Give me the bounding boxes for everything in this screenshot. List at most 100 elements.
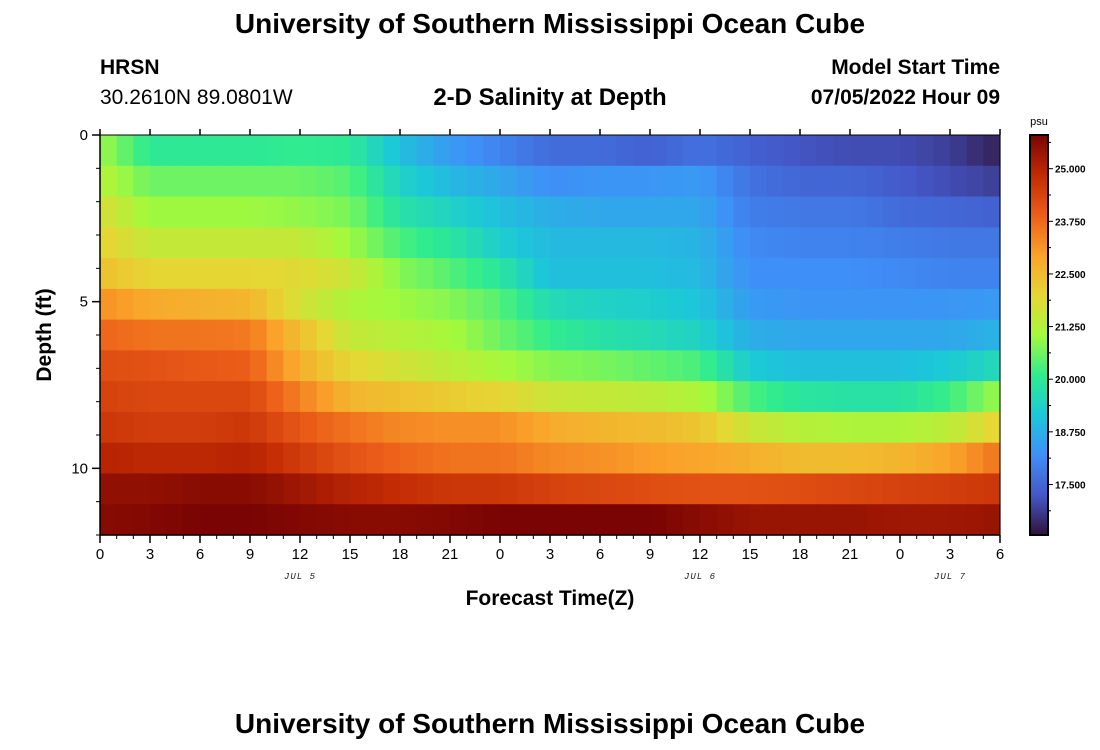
heatmap-cell bbox=[966, 165, 984, 198]
x-tick-label: 3 bbox=[546, 546, 554, 563]
heatmap-cell bbox=[583, 350, 601, 382]
heatmap-cell bbox=[900, 165, 918, 198]
heatmap-cell bbox=[533, 350, 551, 382]
heatmap-cell bbox=[516, 504, 534, 536]
heatmap-cell bbox=[316, 350, 334, 382]
heatmap-cell bbox=[466, 227, 484, 259]
heatmap-cell bbox=[633, 504, 651, 536]
heatmap-cell bbox=[166, 381, 184, 413]
heatmap-cell bbox=[900, 227, 918, 259]
heatmap-cell bbox=[950, 442, 968, 475]
heatmap-cell bbox=[616, 165, 634, 198]
heatmap-cell bbox=[600, 442, 618, 475]
heatmap-cell bbox=[150, 442, 168, 475]
heatmap-cell bbox=[916, 288, 934, 321]
heatmap-cell bbox=[433, 165, 451, 198]
heatmap-cell bbox=[900, 442, 918, 475]
heatmap-cell bbox=[700, 442, 718, 475]
heatmap-cell bbox=[866, 196, 884, 228]
heatmap-cell bbox=[983, 258, 1001, 290]
heatmap-cell bbox=[816, 442, 834, 475]
heatmap-cell bbox=[966, 196, 984, 228]
heatmap-cell bbox=[233, 258, 251, 290]
heatmap-cell bbox=[166, 473, 184, 505]
heatmap-cell bbox=[933, 288, 951, 321]
heatmap-cell bbox=[133, 227, 151, 259]
heatmap-cell bbox=[583, 227, 601, 259]
heatmap-cell bbox=[350, 350, 368, 382]
heatmap-cell bbox=[783, 411, 801, 444]
heatmap-cell bbox=[266, 381, 284, 413]
heatmap-cell bbox=[800, 442, 818, 475]
heatmap-cell bbox=[666, 473, 684, 505]
heatmap-cell bbox=[500, 319, 518, 351]
heatmap-cell bbox=[933, 504, 951, 536]
heatmap-cell bbox=[600, 381, 618, 413]
heatmap-cell bbox=[500, 411, 518, 444]
heatmap-cell bbox=[633, 350, 651, 382]
heatmap-cell bbox=[383, 135, 401, 167]
heatmap-cell bbox=[150, 319, 168, 351]
heatmap-cell bbox=[550, 165, 568, 198]
heatmap-cell bbox=[700, 258, 718, 290]
heatmap-cell bbox=[566, 504, 584, 536]
station-coordinates: 30.2610N 89.0801W bbox=[100, 86, 293, 109]
heatmap-cell bbox=[833, 411, 851, 444]
heatmap-cell bbox=[116, 381, 134, 413]
heatmap-cell bbox=[800, 165, 818, 198]
heatmap-cell bbox=[833, 165, 851, 198]
heatmap-cell bbox=[916, 350, 934, 382]
heatmap-cell bbox=[800, 504, 818, 536]
heatmap-cell bbox=[983, 288, 1001, 321]
heatmap-cell bbox=[883, 258, 901, 290]
heatmap-cell bbox=[450, 504, 468, 536]
heatmap-cell bbox=[966, 504, 984, 536]
heatmap-cell bbox=[766, 473, 784, 505]
heatmap-cell bbox=[483, 381, 501, 413]
heatmap-cell bbox=[366, 442, 384, 475]
heatmap-cell bbox=[883, 319, 901, 351]
heatmap-cell bbox=[733, 504, 751, 536]
heatmap-cell bbox=[566, 442, 584, 475]
heatmap-cell bbox=[300, 473, 318, 505]
heatmap-cell bbox=[250, 258, 268, 290]
heatmap-cell bbox=[600, 258, 618, 290]
heatmap-cell bbox=[550, 381, 568, 413]
y-axis-title: Depth (ft) bbox=[33, 288, 56, 381]
heatmap-cell bbox=[416, 381, 434, 413]
heatmap-cell bbox=[833, 319, 851, 351]
heatmap-cell bbox=[816, 411, 834, 444]
heatmap-cell bbox=[816, 319, 834, 351]
x-tick-label: 3 bbox=[946, 546, 954, 563]
heatmap-cell bbox=[783, 350, 801, 382]
heatmap-cell bbox=[583, 258, 601, 290]
heatmap-cell bbox=[683, 227, 701, 259]
heatmap-cell bbox=[133, 473, 151, 505]
heatmap-cell bbox=[300, 258, 318, 290]
heatmap-cell bbox=[933, 350, 951, 382]
heatmap-cell bbox=[633, 165, 651, 198]
heatmap-cell bbox=[583, 196, 601, 228]
heatmap-cell bbox=[200, 135, 218, 167]
heatmap-cell bbox=[883, 411, 901, 444]
x-tick-label: 6 bbox=[996, 546, 1004, 563]
heatmap-cell bbox=[250, 288, 268, 321]
heatmap-cell bbox=[766, 504, 784, 536]
heatmap-cell bbox=[366, 258, 384, 290]
heatmap-cell bbox=[633, 258, 651, 290]
heatmap-cell bbox=[750, 319, 768, 351]
heatmap-cell bbox=[450, 411, 468, 444]
heatmap-cell bbox=[266, 227, 284, 259]
heatmap-cell bbox=[133, 258, 151, 290]
heatmap-cell bbox=[816, 350, 834, 382]
heatmap-cell bbox=[550, 196, 568, 228]
x-tick-label: 0 bbox=[496, 546, 504, 563]
heatmap-cell bbox=[600, 196, 618, 228]
heatmap-cell bbox=[483, 165, 501, 198]
heatmap-cell bbox=[750, 411, 768, 444]
heatmap-cell bbox=[950, 196, 968, 228]
heatmap-cell bbox=[516, 288, 534, 321]
heatmap-cell bbox=[283, 288, 301, 321]
heatmap-cell bbox=[316, 196, 334, 228]
heatmap-cell bbox=[716, 258, 734, 290]
